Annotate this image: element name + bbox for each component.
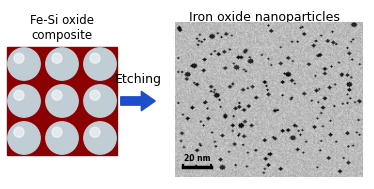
Circle shape [52, 90, 62, 100]
Circle shape [46, 122, 78, 154]
Circle shape [14, 127, 24, 137]
Circle shape [52, 53, 62, 63]
Text: Iron oxide nanoparticles
for arsenic adsorption: Iron oxide nanoparticles for arsenic ads… [188, 11, 340, 39]
Circle shape [90, 127, 100, 137]
Circle shape [90, 90, 100, 100]
Circle shape [84, 48, 116, 80]
Circle shape [14, 53, 24, 63]
Bar [7, 47, 117, 155]
FancyArrowPatch shape [121, 91, 155, 111]
Circle shape [52, 127, 62, 137]
Circle shape [8, 85, 40, 117]
Circle shape [90, 53, 100, 63]
Circle shape [84, 85, 116, 117]
Text: 20 nm: 20 nm [184, 154, 210, 163]
Circle shape [8, 122, 40, 154]
Circle shape [46, 48, 78, 80]
Text: Fe-Si oxide
composite: Fe-Si oxide composite [30, 14, 94, 42]
Circle shape [84, 122, 116, 154]
Circle shape [46, 85, 78, 117]
Text: Etching: Etching [114, 73, 162, 85]
Circle shape [8, 48, 40, 80]
Circle shape [14, 90, 24, 100]
